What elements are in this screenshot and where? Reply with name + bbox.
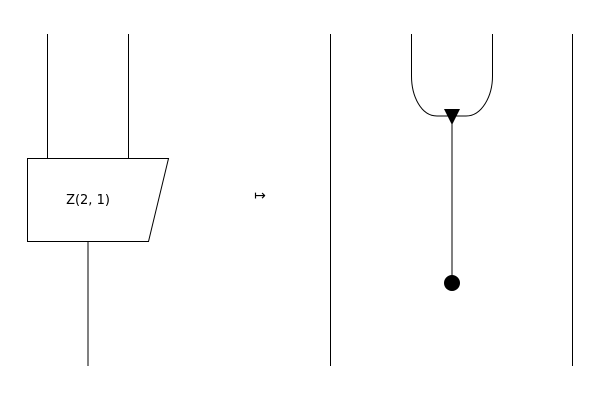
left-diagram: Z(2, 1): [27, 34, 170, 366]
z-box-label: Z(2, 1): [66, 193, 110, 208]
right-diagram: [330, 34, 573, 366]
merge-triangle: [444, 109, 460, 125]
z-box: [27, 158, 170, 242]
unit-dot: [444, 275, 460, 291]
maps-to-arrow: ↦: [254, 188, 266, 204]
cup-wire: [411, 34, 493, 117]
